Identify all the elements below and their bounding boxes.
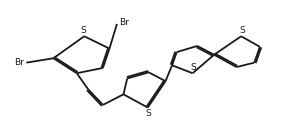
- Text: S: S: [190, 63, 196, 72]
- Text: S: S: [239, 26, 245, 35]
- Text: Br: Br: [119, 18, 129, 27]
- Text: S: S: [80, 26, 86, 35]
- Text: S: S: [145, 109, 151, 118]
- Text: Br: Br: [14, 58, 24, 67]
